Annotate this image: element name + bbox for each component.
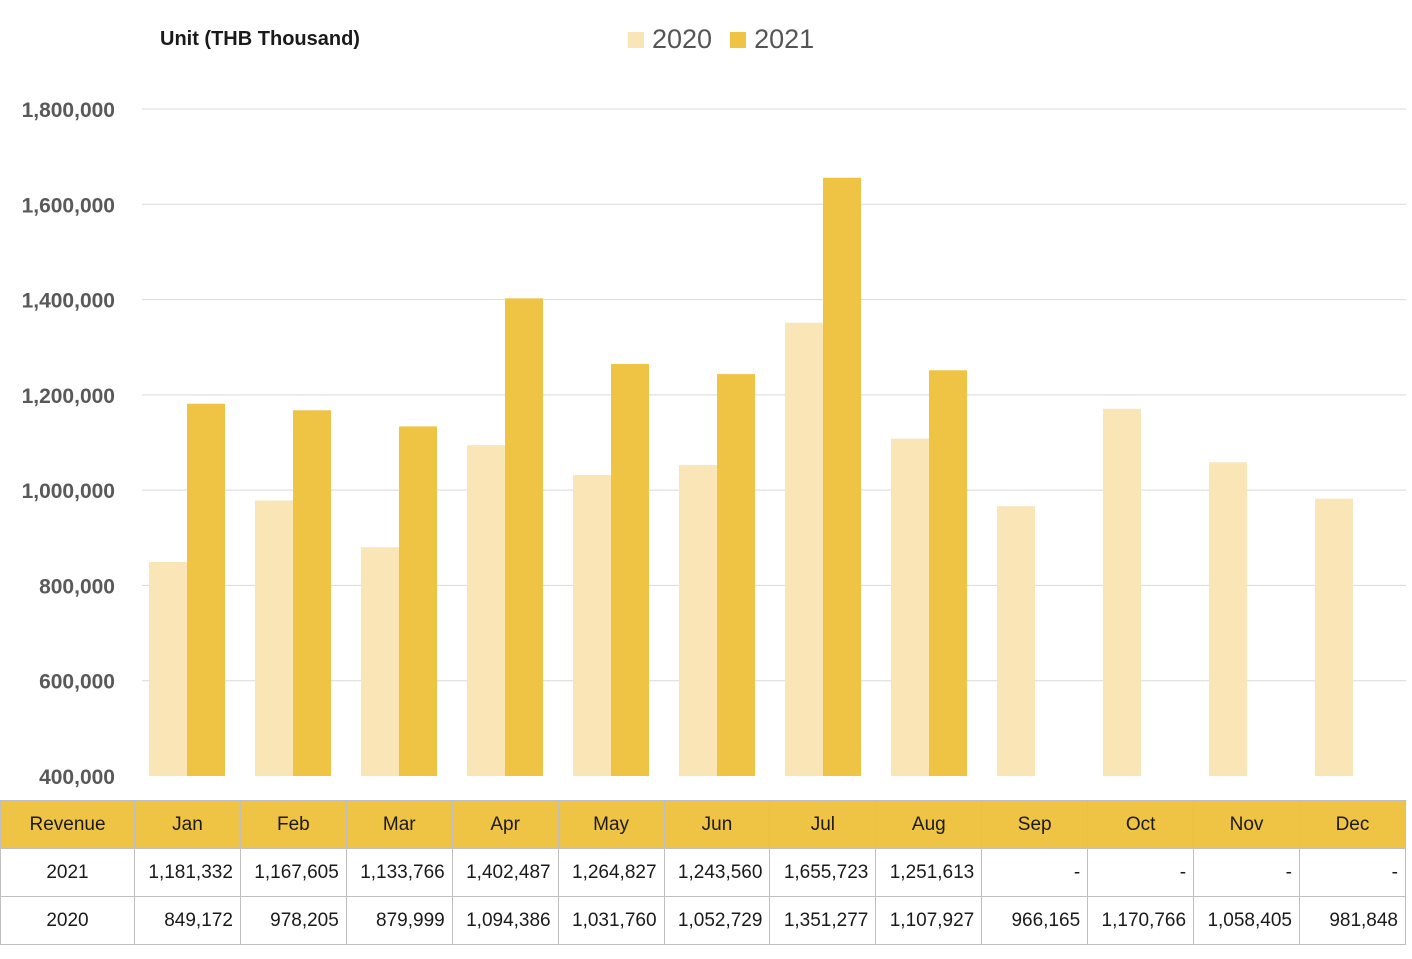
bar-2021-aug xyxy=(929,370,967,776)
bar-2020-nov xyxy=(1209,462,1247,776)
legend-swatch-2021 xyxy=(730,31,747,48)
y-tick-label: 1,600,000 xyxy=(22,194,115,217)
table-cell: 1,181,332 xyxy=(134,848,241,897)
table-cell: 1,167,605 xyxy=(239,848,347,897)
bar-2021-apr xyxy=(505,298,543,776)
table-cell: 1,251,613 xyxy=(875,848,983,897)
y-tick-label: 1,200,000 xyxy=(22,385,115,408)
table-header-month: Mar xyxy=(345,800,453,849)
table-cell: - xyxy=(1087,848,1195,897)
bar-2021-jun xyxy=(717,374,755,776)
table-cell: 1,058,405 xyxy=(1193,896,1300,945)
table-cell: 1,351,277 xyxy=(769,896,877,945)
table-header-month: May xyxy=(557,800,665,849)
table-cell: 1,031,760 xyxy=(557,896,665,945)
revenue-table: Revenue Jan Feb Mar Apr May Jun Jul Aug … xyxy=(0,800,1407,945)
bar-2021-jul xyxy=(823,177,861,777)
table-cell: - xyxy=(1193,848,1300,897)
table-cell: 1,264,827 xyxy=(557,848,665,897)
legend-item-2021: 2021 xyxy=(730,24,814,55)
table-header-month: Sep xyxy=(981,800,1089,849)
bar-chart: 400,000 600,000 800,000 1,000,000 1,200,000 1… xyxy=(22,99,1406,789)
table-header-row: Revenue Jan Feb Mar Apr May Jun Jul Aug … xyxy=(0,800,1407,849)
table-cell: 879,999 xyxy=(345,896,453,945)
table-cell: 1,107,927 xyxy=(875,896,983,945)
bar-2021-feb xyxy=(293,410,331,776)
legend-swatch-2020 xyxy=(628,31,644,48)
unit-label: Unit (THB Thousand) xyxy=(160,28,360,50)
table-row-2020: 2020 849,172 978,205 879,999 1,094,386 1… xyxy=(0,896,1407,945)
bar-2020-jan xyxy=(149,562,187,776)
y-tick-label: 1,000,000 xyxy=(22,480,115,503)
y-tick-label: 800,000 xyxy=(39,575,115,598)
bar-2020-dec xyxy=(1315,498,1353,776)
bar-2021-mar xyxy=(399,426,437,776)
legend-item-2020: 2020 xyxy=(628,24,712,55)
table-cell: - xyxy=(1298,848,1407,897)
bar-2020-sep xyxy=(997,506,1035,776)
y-tick-label: 1,800,000 xyxy=(22,99,115,122)
table-header-month: Jul xyxy=(769,800,877,849)
table-header-month: Feb xyxy=(239,800,347,849)
bar-2020-may xyxy=(573,475,611,776)
table-header-month: Oct xyxy=(1087,800,1195,849)
table-cell: 978,205 xyxy=(239,896,347,945)
table-cell: 1,170,766 xyxy=(1087,896,1195,945)
bar-2020-jun xyxy=(679,465,717,776)
y-tick-label: 1,400,000 xyxy=(22,290,115,313)
bar-2020-apr xyxy=(467,445,505,776)
table-cell: 1,402,487 xyxy=(451,848,559,897)
table-cell: 1,052,729 xyxy=(663,896,771,945)
table-row-label: 2020 xyxy=(0,896,135,945)
table-header-month: Aug xyxy=(875,800,983,849)
table-header-label: Revenue xyxy=(0,800,135,849)
legend-label-2021: 2021 xyxy=(754,24,815,54)
table-row-2021: 2021 1,181,332 1,167,605 1,133,766 1,402… xyxy=(0,848,1407,897)
bar-2020-aug xyxy=(891,438,929,776)
table-row-label: 2021 xyxy=(0,848,135,897)
legend-label-2020: 2020 xyxy=(652,24,713,54)
table-cell: 1,655,723 xyxy=(769,848,877,897)
table-header-month: Jan xyxy=(134,800,241,849)
bar-2020-mar xyxy=(361,547,399,776)
table-cell: 1,243,560 xyxy=(663,848,771,897)
table-header-month: Dec xyxy=(1298,800,1407,849)
table-cell: 1,094,386 xyxy=(451,896,559,945)
bar-2020-feb xyxy=(255,500,293,776)
table-cell: 849,172 xyxy=(134,896,241,945)
table-cell: 1,133,766 xyxy=(345,848,453,897)
bar-2020-oct xyxy=(1103,408,1141,776)
y-tick-label: 400,000 xyxy=(39,766,115,789)
table-cell: - xyxy=(981,848,1089,897)
table-cell: 966,165 xyxy=(981,896,1089,945)
table-header-month: Jun xyxy=(663,800,771,849)
bar-2021-may xyxy=(611,363,649,776)
table-header-month: Apr xyxy=(451,800,559,849)
bar-2020-jul xyxy=(785,322,823,776)
legend: 2020 2021 xyxy=(628,24,832,55)
table-cell: 981,848 xyxy=(1298,896,1407,945)
bar-2021-jan xyxy=(187,403,225,776)
y-tick-label: 600,000 xyxy=(39,671,115,694)
table-header-month: Nov xyxy=(1193,800,1300,849)
